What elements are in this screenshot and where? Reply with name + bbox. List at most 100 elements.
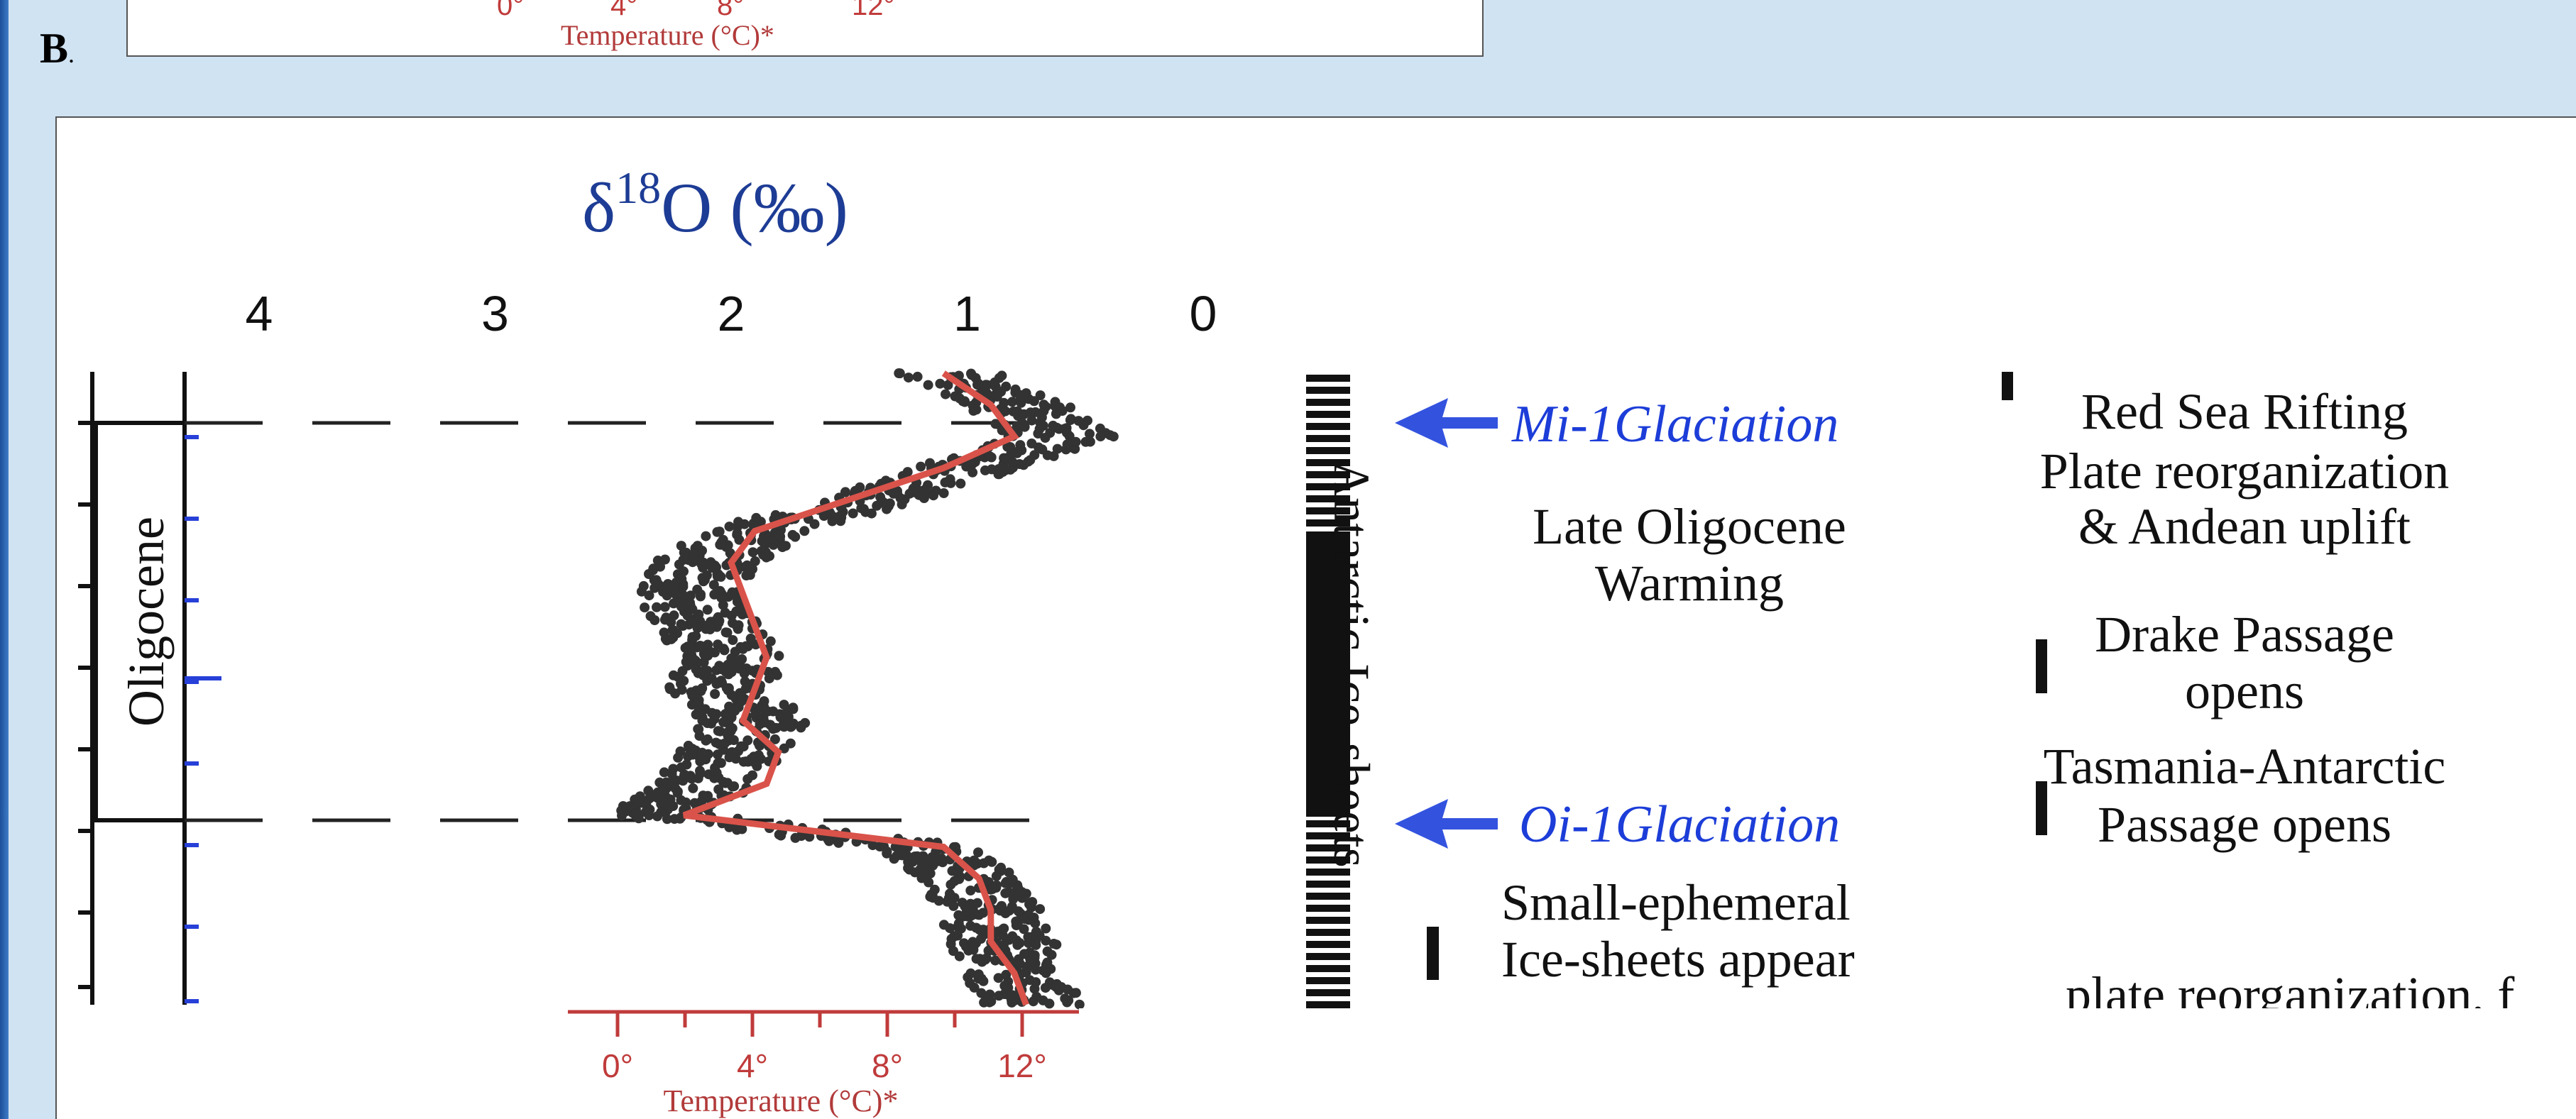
- data-point: [713, 726, 723, 737]
- temp-tick-0: 0°: [497, 0, 525, 21]
- data-point: [976, 988, 987, 998]
- data-point: [1001, 969, 1012, 980]
- data-point: [788, 702, 799, 713]
- panel-letter-dot: .: [68, 40, 75, 68]
- data-point: [673, 752, 684, 763]
- data-point: [999, 981, 1010, 991]
- data-point: [711, 665, 722, 676]
- ice-bar-stripe: [1306, 905, 1350, 912]
- data-point: [994, 991, 1004, 1001]
- data-point: [662, 814, 672, 825]
- data-point: [751, 512, 762, 523]
- epoch-box: [94, 421, 187, 822]
- data-point: [698, 657, 709, 668]
- x-axis-title-sup: 18: [615, 162, 661, 213]
- data-point: [652, 602, 662, 612]
- ice-bar-stripe: [1306, 519, 1350, 527]
- data-point: [732, 528, 742, 539]
- data-point: [1085, 429, 1095, 439]
- temp-ticks: 0° 4° 8° 12°: [602, 1012, 1047, 1084]
- data-point: [679, 566, 689, 577]
- data-point: [697, 755, 708, 765]
- data-point: [702, 718, 713, 729]
- data-point: [1012, 421, 1022, 431]
- data-point: [703, 639, 713, 650]
- data-point: [731, 606, 742, 617]
- data-point: [948, 900, 959, 911]
- panel-letter-text: B: [40, 25, 69, 72]
- data-point: [730, 662, 741, 673]
- data-point: [683, 751, 693, 762]
- ice-bar-stripe: [1306, 459, 1350, 466]
- data-point: [761, 552, 772, 563]
- data-point: [1000, 908, 1011, 919]
- data-point: [716, 571, 726, 582]
- ice-bar-stripe: [1306, 399, 1350, 406]
- ice-sheets-appear-label: Ice-sheets appear: [1501, 931, 1855, 988]
- data-point: [1026, 415, 1037, 426]
- epoch-label: Oligocene: [118, 517, 175, 727]
- data-point: [1048, 939, 1059, 949]
- ice-bar-stripe: [1306, 953, 1350, 960]
- data-point: [961, 905, 972, 916]
- data-point: [694, 705, 704, 716]
- data-point: [668, 801, 679, 811]
- data-point: [665, 634, 676, 644]
- plate-reorganization-label: Plate reorganization: [2040, 443, 2449, 500]
- data-point: [888, 488, 899, 499]
- data-point: [990, 955, 1001, 966]
- data-point: [1041, 402, 1051, 412]
- data-point: [923, 877, 934, 888]
- data-point: [713, 749, 723, 760]
- data-point: [986, 996, 997, 1007]
- data-point: [779, 700, 789, 710]
- data-point: [695, 591, 706, 602]
- data-point: [695, 641, 706, 651]
- bottom-mask-left: [57, 1008, 568, 1119]
- chart-svg: δ18O (‰) 4 3 2 1 0 Oligocene 0° 4° 8° 12° Tempe…: [57, 162, 2576, 1119]
- temp-tick-label: 12°: [997, 1047, 1047, 1084]
- data-point: [768, 706, 779, 717]
- data-point: [702, 605, 713, 615]
- data-point: [701, 570, 712, 580]
- data-point: [997, 370, 1007, 381]
- tasmania-antarctic-label: Tasmania-Antarctic: [2044, 738, 2446, 795]
- data-point: [1024, 899, 1034, 910]
- x-axis-title-prefix: δ: [582, 168, 615, 247]
- data-point: [694, 610, 704, 619]
- data-point: [903, 373, 914, 383]
- data-point: [968, 467, 978, 478]
- data-point: [1019, 924, 1029, 935]
- data-point: [1013, 906, 1024, 917]
- data-point: [785, 738, 796, 749]
- data-point: [701, 793, 711, 803]
- temp-tick-8: 8°: [717, 0, 745, 21]
- data-point: [1000, 888, 1011, 898]
- data-point: [948, 946, 958, 957]
- strat-ticks: [78, 421, 221, 1003]
- data-point: [727, 723, 738, 734]
- data-point: [1036, 412, 1047, 423]
- data-point: [698, 562, 708, 573]
- data-point: [640, 602, 650, 613]
- data-point: [722, 627, 733, 638]
- oi1-arrow: [1395, 799, 1498, 849]
- data-point: [990, 419, 1001, 429]
- data-point: [889, 854, 899, 864]
- data-point: [941, 389, 950, 399]
- data-point: [739, 519, 750, 529]
- d18o-scatter: [616, 368, 1119, 1010]
- data-point: [796, 831, 806, 842]
- data-point: [760, 717, 770, 728]
- data-point: [1002, 441, 1013, 452]
- andean-uplift-label: & Andean uplift: [2078, 498, 2411, 555]
- ice-bar-stripe: [1306, 917, 1350, 924]
- ice-bar-stripe: [1306, 483, 1350, 490]
- data-point: [747, 770, 757, 781]
- data-point: [866, 508, 877, 519]
- stratigraphic-column: Oligocene: [78, 372, 221, 1005]
- ice-bar-stripe: [1306, 856, 1350, 864]
- ice-bar-stripe: [1306, 965, 1350, 972]
- data-point: [719, 645, 730, 656]
- data-point: [973, 378, 984, 389]
